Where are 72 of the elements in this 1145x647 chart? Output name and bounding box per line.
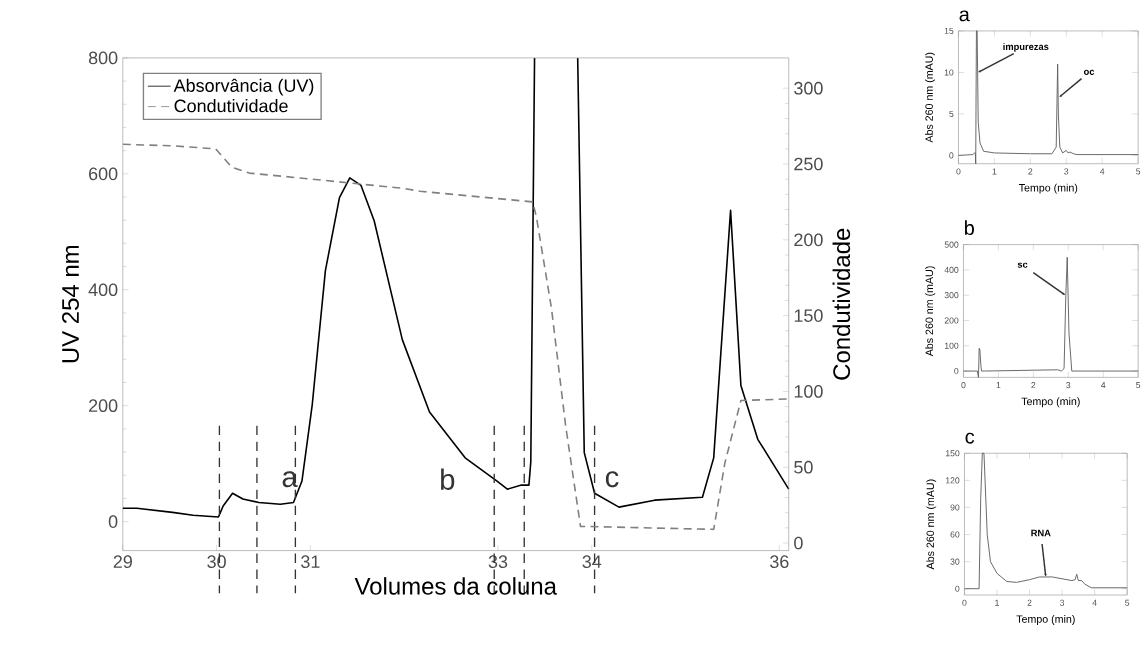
x-tick-label: 3: [1060, 599, 1065, 606]
x-tick-label: 36: [770, 555, 789, 569]
x-tick-label: 29: [113, 555, 132, 569]
y2-tick-label: 300: [794, 81, 823, 95]
y2-tick-label: 100: [794, 385, 823, 398]
annotation: RNA: [1031, 529, 1051, 537]
x-tick-label: 34: [582, 555, 602, 569]
legend-label: Condutividade: [174, 99, 288, 113]
chart-title: a: [959, 10, 970, 22]
x-tick-label: 5: [1136, 168, 1141, 175]
y-tick-label: 600: [89, 167, 118, 181]
annotation: oc: [1083, 69, 1095, 75]
annotation: a: [282, 471, 298, 488]
y2-tick-label: 150: [794, 309, 823, 322]
annotation: b: [441, 468, 455, 490]
y-tick-label: 0: [955, 585, 960, 592]
x-tick-label: 1: [995, 599, 999, 606]
x-tick-label: 1: [992, 168, 997, 175]
y-tick-label: 400: [944, 266, 959, 273]
annotation: c: [605, 471, 619, 488]
chart-title: b: [965, 220, 974, 236]
x-tick-label: 4: [1101, 382, 1106, 389]
x-tick-label: 4: [1092, 599, 1097, 606]
y-tick-label: 0: [108, 515, 118, 528]
x-axis-title: Volumes da coluna: [354, 577, 557, 595]
legend-label: Absorvância (UV): [173, 78, 314, 96]
annotation: sc: [1017, 262, 1028, 268]
x-tick-label: 2: [1027, 599, 1032, 606]
x-tick-label: 5: [1136, 382, 1141, 389]
y-tick-label: 60: [950, 531, 960, 538]
x-tick-label: 4: [1100, 168, 1105, 175]
y-tick-label: 0: [949, 152, 954, 159]
y-tick-label: 400: [88, 283, 118, 297]
y-tick-label: 120: [945, 477, 960, 484]
y-tick-label: 800: [88, 51, 118, 65]
y2-tick-label: 250: [794, 157, 823, 171]
x-tick-label: 0: [961, 382, 966, 389]
x-tick-label: 2: [1031, 382, 1036, 389]
x-tick-label: 2: [1028, 168, 1033, 175]
y-tick-label: 0: [954, 368, 959, 375]
y-axis-title: UV 254 nm: [62, 245, 79, 363]
line-series: [962, 256, 1139, 378]
x-tick-label: 5: [1125, 599, 1130, 606]
x-tick-label: 31: [301, 555, 320, 569]
chart-title: c: [965, 432, 975, 444]
y-tick-label: 100: [944, 342, 959, 349]
y2-axis-title: Condutividade: [832, 228, 851, 380]
x-tick-label: 1: [996, 382, 1001, 389]
y-axis-title: Abs 260 nm (mAU): [926, 479, 937, 570]
y-axis-title: Abs 260 nm (mAU): [925, 52, 935, 143]
x-tick-label: 33: [488, 555, 508, 569]
x-tick-label: 0: [962, 599, 967, 606]
y2-tick-label: 0: [794, 536, 803, 550]
y-tick-label: 90: [950, 504, 960, 511]
y2-tick-label: 200: [794, 233, 823, 247]
y-axis-title: Abs 260 nm (mAU): [925, 266, 936, 357]
x-tick-label: 3: [1066, 382, 1071, 389]
y-tick-label: 500: [944, 241, 959, 248]
y-tick-label: 150: [945, 450, 960, 457]
x-tick-label: 3: [1064, 168, 1069, 175]
x-axis-title: Tempo (min): [1018, 183, 1078, 194]
x-axis-title: Tempo (min): [1016, 615, 1075, 625]
y-tick-label: 5: [949, 110, 954, 117]
y2-tick-label: 50: [794, 460, 813, 474]
y-tick-label: 10: [944, 69, 954, 76]
y-tick-label: 200: [89, 399, 118, 413]
x-tick-label: 30: [207, 555, 226, 569]
y-tick-label: 300: [944, 292, 959, 299]
annotation: impurezas: [1003, 43, 1049, 52]
y-tick-label: 15: [944, 27, 954, 34]
x-axis-title: Tempo (min): [1021, 397, 1080, 408]
y-tick-label: 200: [944, 317, 959, 324]
